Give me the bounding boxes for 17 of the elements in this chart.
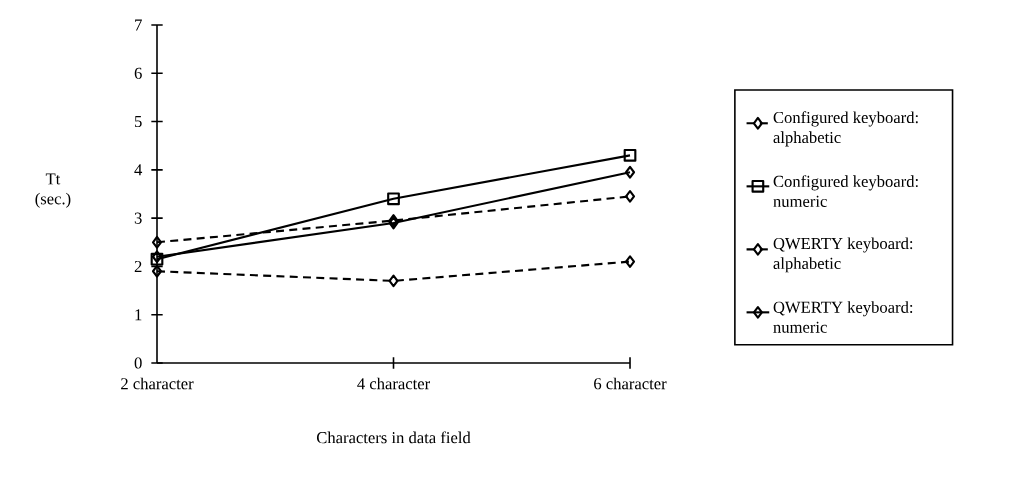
- legend-label: QWERTY keyboard: numeric: [773, 301, 913, 333]
- y-tick-label: 2: [134, 260, 142, 272]
- legend-label: Configured keyboard: alphabetic: [773, 111, 918, 147]
- y-tick-label: 1: [135, 309, 142, 321]
- x-tick-label: 4 character: [357, 377, 431, 390]
- x-tick-label: 2 character: [121, 377, 194, 390]
- y-tick-label: 0: [134, 357, 142, 369]
- y-tick-label: 4: [134, 164, 143, 176]
- legend-label: Configured keyboard: numeric: [773, 175, 918, 207]
- y-tick-label: 6: [134, 67, 142, 79]
- y-tick-label: 5: [135, 116, 142, 128]
- x-tick-label: 6 character: [594, 377, 667, 390]
- legend-label: QWERTY keyboard: alphabetic: [773, 237, 913, 273]
- y-tick-label: 3: [134, 212, 142, 224]
- x-axis-title: Characters in data field: [316, 431, 471, 444]
- y-tick-label: 7: [135, 19, 142, 31]
- y-axis-title: Tt (sec.): [35, 173, 71, 208]
